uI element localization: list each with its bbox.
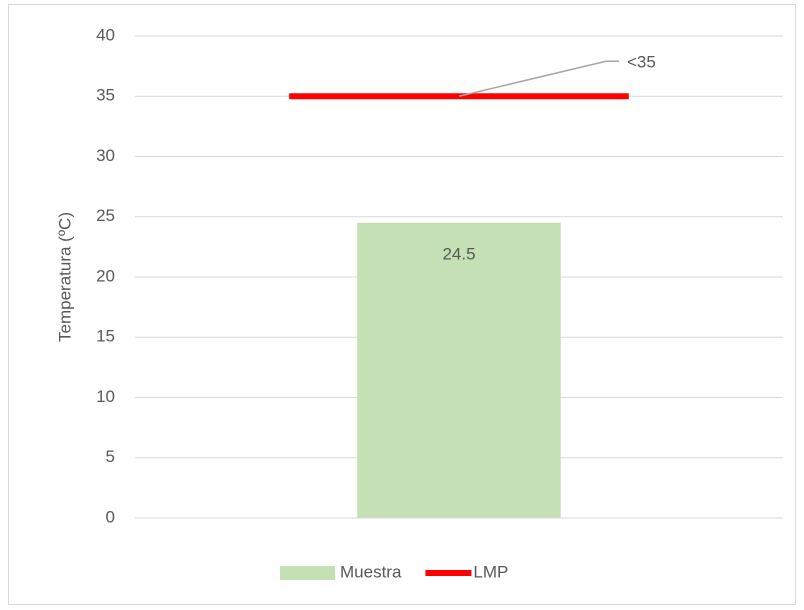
legend-label: LMP	[473, 562, 508, 581]
y-tick-label: 40	[96, 25, 115, 44]
bar	[357, 222, 561, 518]
y-tick-label: 0	[106, 507, 115, 526]
y-tick-label: 35	[96, 86, 115, 105]
y-tick-label: 25	[96, 206, 115, 225]
y-tick-label: 10	[96, 387, 115, 406]
data-label: 24.5	[442, 244, 475, 263]
y-axis-label: Temperatura (ºC)	[55, 212, 74, 342]
leader-line	[458, 60, 619, 97]
y-tick-label: 5	[106, 447, 115, 466]
data-label: <35	[627, 53, 656, 72]
legend-swatch	[280, 566, 335, 580]
y-tick-label: 15	[96, 327, 115, 346]
y-tick-label: 30	[96, 146, 115, 165]
y-tick-label: 20	[96, 266, 115, 285]
legend-label: Muestra	[340, 562, 402, 581]
